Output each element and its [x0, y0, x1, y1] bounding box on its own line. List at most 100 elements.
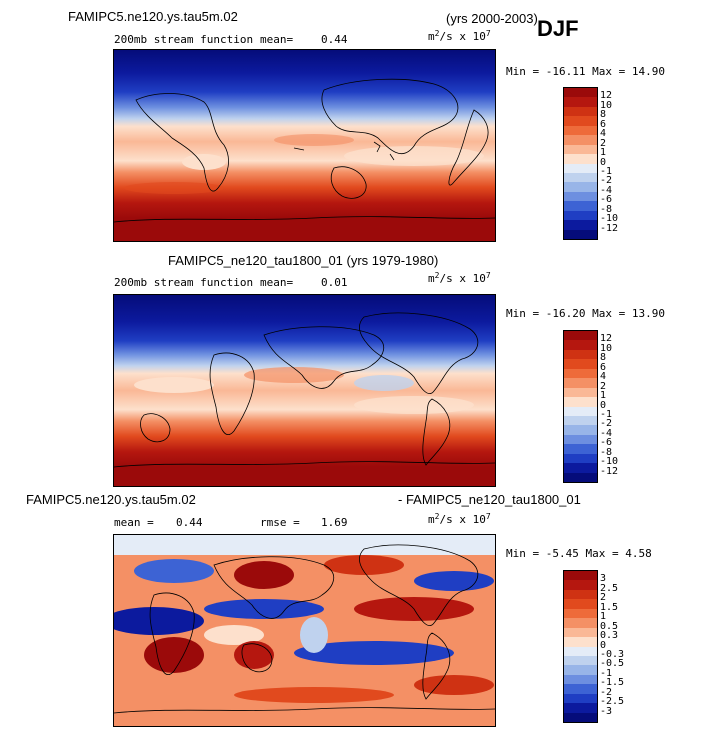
- colorbar-tick-label: -10: [600, 213, 619, 225]
- panel3-colorbar-ticks: 3 2.5 2 1.5 1 0.5 0.3 0 -0.3 -0.5 -1 -1.5 -2 -2.5 -3: [600, 570, 660, 721]
- colorbar-swatch: [564, 378, 597, 388]
- colorbar-swatch: [564, 220, 597, 230]
- panel2-units: m2/s x 107: [428, 271, 491, 285]
- panel2-coastlines: [114, 312, 495, 468]
- colorbar-swatch: [564, 406, 597, 416]
- colorbar-swatch: [564, 387, 597, 398]
- colorbar-swatch: [564, 331, 597, 341]
- panel3-rmse-value: 1.69: [321, 516, 348, 529]
- colorbar-tick-label: -12: [600, 465, 619, 477]
- colorbar-swatch: [564, 144, 597, 155]
- panel2-mean-value: 0.01: [321, 276, 348, 289]
- colorbar-tick-label: -6: [600, 437, 613, 449]
- colorbar-tick-label: 8: [600, 352, 607, 364]
- colorbar-tick-label: 0: [600, 639, 607, 651]
- panel2-mean-label: mean=: [260, 276, 294, 289]
- panel1-var-label: 200mb stream function: [114, 33, 254, 46]
- colorbar-swatch: [564, 210, 597, 221]
- colorbar-tick-label: -1.5: [600, 677, 625, 689]
- panel3-mean-label: mean =: [114, 516, 154, 529]
- colorbar-tick-label: -3: [600, 705, 613, 717]
- panel1-colorbar: [563, 87, 598, 240]
- colorbar-tick-label: 10: [600, 342, 613, 354]
- panel1-mean-value: 0.44: [321, 33, 348, 46]
- colorbar-swatch: [564, 201, 597, 211]
- colorbar-tick-label: -2: [600, 418, 613, 430]
- colorbar-swatch: [564, 359, 597, 369]
- colorbar-swatch: [564, 397, 597, 407]
- colorbar-swatch: [564, 580, 597, 590]
- colorbar-tick-label: 1.5: [600, 601, 619, 613]
- colorbar-swatch: [564, 434, 597, 445]
- colorbar-tick-label: -2: [600, 175, 613, 187]
- panel1-units: m2/s x 107: [428, 29, 491, 43]
- colorbar-tick-label: 0: [600, 399, 607, 411]
- colorbar-swatch: [564, 125, 597, 136]
- panel1-coastlines: [114, 78, 495, 223]
- colorbar-swatch: [564, 599, 597, 609]
- colorbar-tick-label: 2: [600, 380, 607, 392]
- colorbar-tick-label: 0: [600, 156, 607, 168]
- colorbar-tick-label: -4: [600, 184, 613, 196]
- colorbar-swatch: [564, 472, 597, 482]
- colorbar-swatch: [564, 637, 597, 647]
- panel3-mean-value: 0.44: [176, 516, 203, 529]
- colorbar-tick-label: -0.5: [600, 658, 625, 670]
- colorbar-swatch: [564, 340, 597, 350]
- panel3-case-title: FAMIPC5.ne120.ys.tau5m.02: [26, 492, 196, 507]
- colorbar-swatch: [564, 655, 597, 666]
- panel2-var-label: 200mb stream function: [114, 276, 254, 289]
- colorbar-swatch: [564, 684, 597, 694]
- colorbar-tick-label: 2: [600, 137, 607, 149]
- colorbar-tick-label: 10: [600, 99, 613, 111]
- colorbar-swatch: [564, 463, 597, 473]
- colorbar-swatch: [564, 191, 597, 202]
- colorbar-swatch: [564, 172, 597, 183]
- colorbar-swatch: [564, 106, 597, 117]
- colorbar-swatch: [564, 571, 597, 581]
- colorbar-swatch: [564, 154, 597, 164]
- panel1-case-title: FAMIPC5.ne120.ys.tau5m.02: [68, 9, 238, 24]
- colorbar-tick-label: 2: [600, 592, 607, 604]
- panel2-colorbar: [563, 330, 598, 483]
- colorbar-tick-label: -1: [600, 165, 613, 177]
- colorbar-swatch: [564, 618, 597, 628]
- colorbar-swatch: [564, 229, 597, 239]
- panel3-units: m2/s x 107: [428, 512, 491, 526]
- panel3-rmse-label: rmse =: [260, 516, 300, 529]
- colorbar-swatch: [564, 703, 597, 713]
- colorbar-swatch: [564, 627, 597, 638]
- panel1-years: (yrs 2000-2003): [446, 11, 538, 26]
- colorbar-swatch: [564, 135, 597, 145]
- colorbar-swatch: [564, 163, 597, 173]
- colorbar-tick-label: 12: [600, 333, 613, 345]
- colorbar-swatch: [564, 665, 597, 675]
- colorbar-swatch: [564, 453, 597, 464]
- panel3-minmax: Min = -5.45 Max = 4.58: [506, 547, 652, 560]
- colorbar-tick-label: -1: [600, 408, 613, 420]
- colorbar-swatch: [564, 415, 597, 426]
- colorbar-tick-label: 4: [600, 128, 607, 140]
- colorbar-swatch: [564, 349, 597, 360]
- colorbar-tick-label: 4: [600, 371, 607, 383]
- colorbar-swatch: [564, 88, 597, 98]
- panel1-colorbar-ticks: 12 10 8 6 4 2 1 0 -1 -2 -4 -6 -8 -10 -12: [600, 87, 660, 238]
- colorbar-swatch: [564, 712, 597, 722]
- colorbar-tick-label: 8: [600, 109, 607, 121]
- colorbar-tick-label: -8: [600, 446, 613, 458]
- panel3-coastlines: [114, 544, 495, 714]
- colorbar-tick-label: -8: [600, 203, 613, 215]
- colorbar-tick-label: 0.3: [600, 630, 619, 642]
- colorbar-swatch: [564, 182, 597, 192]
- colorbar-swatch: [564, 674, 597, 685]
- colorbar-swatch: [564, 368, 597, 379]
- colorbar-tick-label: 1: [600, 147, 607, 159]
- colorbar-tick-label: 1: [600, 390, 607, 402]
- panel2-minmax: Min = -16.20 Max = 13.90: [506, 307, 665, 320]
- panel1-mean-label: mean=: [260, 33, 294, 46]
- colorbar-tick-label: 0.5: [600, 620, 619, 632]
- colorbar-swatch: [564, 444, 597, 454]
- panel1-minmax: Min = -16.11 Max = 14.90: [506, 65, 665, 78]
- colorbar-tick-label: 6: [600, 361, 607, 373]
- panel2-colorbar-ticks: 12 10 8 6 4 2 1 0 -1 -2 -4 -6 -8 -10 -12: [600, 330, 660, 481]
